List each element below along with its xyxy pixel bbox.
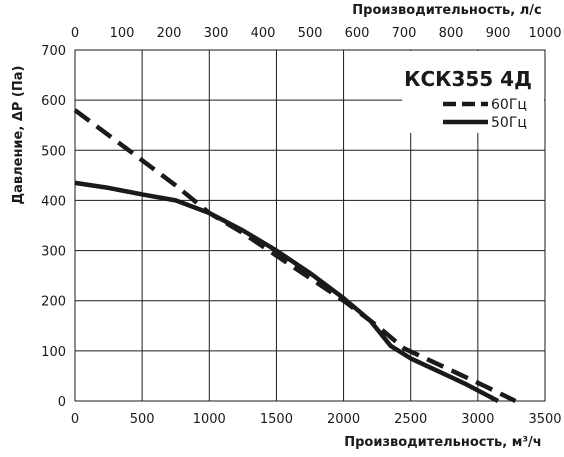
y-tick-labels: 0 100 200 300 400 500 600 700	[41, 44, 66, 410]
x2-axis-title: Производительность, л/с	[352, 3, 541, 18]
legend-box	[402, 51, 544, 133]
x2-tick-labels: 0 100 200 300 400 500 600 700 800 900 1000	[71, 26, 562, 41]
x2-tick-label-1: 100	[110, 26, 135, 41]
x2-tick-label-8: 800	[439, 26, 464, 41]
series-line-60hz	[73, 108, 517, 404]
y-tick-label-1: 100	[41, 345, 66, 360]
x2-tick-label-4: 400	[251, 26, 276, 41]
x2-tick-label-0: 0	[71, 26, 79, 41]
y-tick-label-2: 200	[41, 295, 66, 310]
y-tick-label-0: 0	[58, 395, 66, 410]
chart-title: КСК355 4Д	[404, 67, 532, 91]
x-axis-title: Производительность, м³/ч	[344, 435, 541, 450]
x2-tick-label-7: 700	[392, 26, 417, 41]
series-line-50hz	[74, 180, 500, 403]
y-tick-label-5: 500	[41, 144, 66, 159]
legend: 60Гц 50Гц	[443, 97, 527, 131]
x2-tick-label-5: 500	[298, 26, 323, 41]
x-tick-label-4: 2000	[327, 412, 360, 427]
y-tick-label-7: 700	[41, 44, 66, 59]
x2-tick-label-2: 200	[157, 26, 182, 41]
plot-border	[74, 49, 546, 402]
legend-label-60hz: 60Гц	[491, 97, 527, 113]
x2-tick-label-3: 300	[204, 26, 229, 41]
x-tick-label-2: 1000	[193, 412, 226, 427]
x-tick-label-6: 3000	[461, 412, 494, 427]
x-tick-labels: 0 500 1000 1500 2000 2500 3000 3500	[71, 412, 562, 427]
x-tick-label-5: 2500	[394, 412, 427, 427]
x2-tick-label-10: 1000	[528, 26, 561, 41]
series-layer	[73, 108, 517, 404]
y-tick-label-4: 400	[41, 194, 66, 209]
x-tick-label-7: 3500	[528, 412, 561, 427]
x-tick-label-3: 1500	[260, 412, 293, 427]
x2-tick-label-9: 900	[486, 26, 511, 41]
y-tick-label-6: 600	[41, 94, 66, 109]
x-tick-label-1: 500	[130, 412, 155, 427]
legend-label-50hz: 50Гц	[491, 115, 527, 131]
x2-tick-label-6: 600	[345, 26, 370, 41]
x-tick-label-0: 0	[71, 412, 79, 427]
y-axis-title: Давление, ΔP (Па)	[11, 66, 26, 205]
y-tick-label-3: 300	[41, 245, 66, 260]
